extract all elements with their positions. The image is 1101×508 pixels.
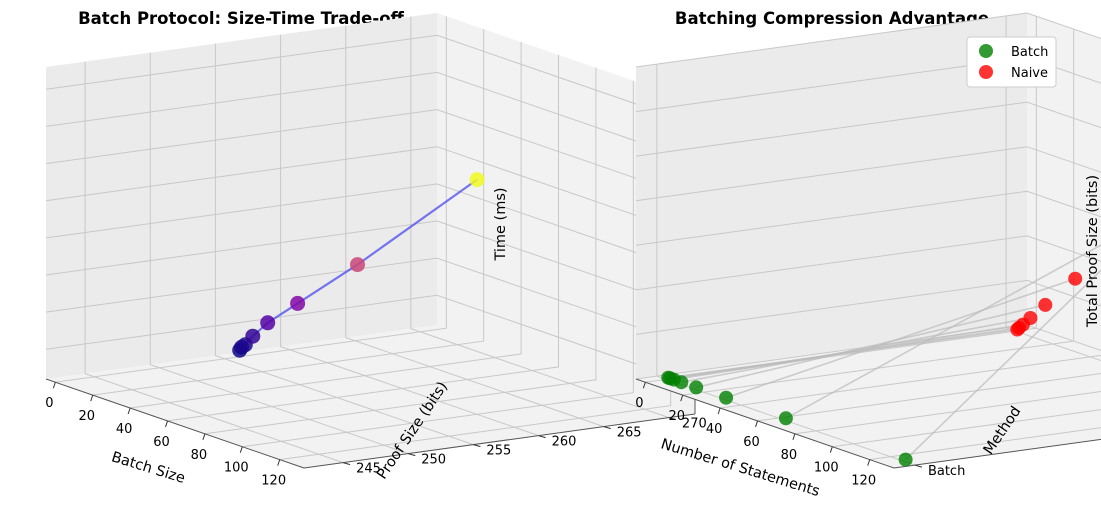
y-tick-mark xyxy=(604,427,611,429)
batch-point xyxy=(674,375,688,389)
x-tick-label: 0 xyxy=(45,396,53,411)
x-tick-label: 60 xyxy=(153,435,170,450)
data-point xyxy=(290,296,305,311)
x-tick-mark xyxy=(718,408,720,414)
x-tick-mark xyxy=(278,460,280,466)
y-tick-mark xyxy=(915,465,922,467)
chart2-zlabel: Total Proof Size (bits) xyxy=(1085,175,1101,328)
batch-point xyxy=(899,453,913,467)
x-tick-label: 40 xyxy=(706,422,723,437)
naive-point xyxy=(1023,311,1037,325)
x-tick-label: 80 xyxy=(191,448,208,463)
chart1-zlabel: Time (ms) xyxy=(493,187,509,261)
x-tick-mark xyxy=(91,395,93,401)
naive-point xyxy=(1068,272,1082,286)
y-tick-label: 250 xyxy=(421,453,446,468)
x-tick-mark xyxy=(166,421,168,427)
x-tick-label: 100 xyxy=(224,461,249,476)
data-point xyxy=(245,329,260,344)
x-tick-label: 0 xyxy=(635,396,643,411)
chart2-xlabel: Number of Statements xyxy=(659,436,822,500)
chart1-xlabel: Batch Size xyxy=(109,449,186,487)
y-tick-label: 255 xyxy=(486,444,511,459)
x-tick-mark xyxy=(830,447,832,453)
y-tick-mark xyxy=(473,445,480,447)
x-tick-label: 80 xyxy=(781,448,798,463)
x-tick-label: 40 xyxy=(116,422,133,437)
x-tick-mark xyxy=(128,408,130,414)
x-tick-mark xyxy=(868,460,870,466)
y-tick-label: 260 xyxy=(552,435,577,450)
x-tick-label: 100 xyxy=(814,461,839,476)
chart2-legend: Batch Naive xyxy=(967,37,1056,87)
y-tick-mark xyxy=(539,436,546,438)
legend-marker-naive xyxy=(979,65,993,79)
y-tick-mark xyxy=(343,463,350,465)
naive-point xyxy=(1038,298,1052,312)
batch-point xyxy=(689,380,703,394)
chart-batch-protocol: Batch Protocol: Size-Time Trade-off 0204… xyxy=(45,9,730,489)
legend-marker-batch xyxy=(979,44,993,58)
data-point xyxy=(350,257,365,272)
x-tick-mark xyxy=(793,434,795,440)
y-tick-label: 265 xyxy=(617,426,642,441)
y-tick-mark xyxy=(408,454,415,456)
data-point xyxy=(470,172,485,187)
x-tick-label: 20 xyxy=(78,409,95,424)
batch-point xyxy=(779,411,793,425)
x-tick-label: 60 xyxy=(743,435,760,450)
chart-batching-compression: Batching Compression Advantage 020406080… xyxy=(635,9,1101,500)
x-tick-mark xyxy=(53,382,55,388)
x-tick-label: 20 xyxy=(668,409,685,424)
batch-point xyxy=(719,391,733,405)
side-pane xyxy=(46,13,437,379)
data-point xyxy=(260,315,275,330)
y-tick-label: Batch xyxy=(928,464,965,479)
legend-label-batch: Batch xyxy=(1011,45,1048,60)
x-tick-mark xyxy=(756,421,758,427)
x-tick-label: 120 xyxy=(851,474,876,489)
legend-label-naive: Naive xyxy=(1011,66,1048,81)
y-tick-label: 270 xyxy=(682,417,707,432)
x-tick-label: 120 xyxy=(261,474,286,489)
x-tick-mark xyxy=(203,434,205,440)
x-tick-mark xyxy=(240,447,242,453)
